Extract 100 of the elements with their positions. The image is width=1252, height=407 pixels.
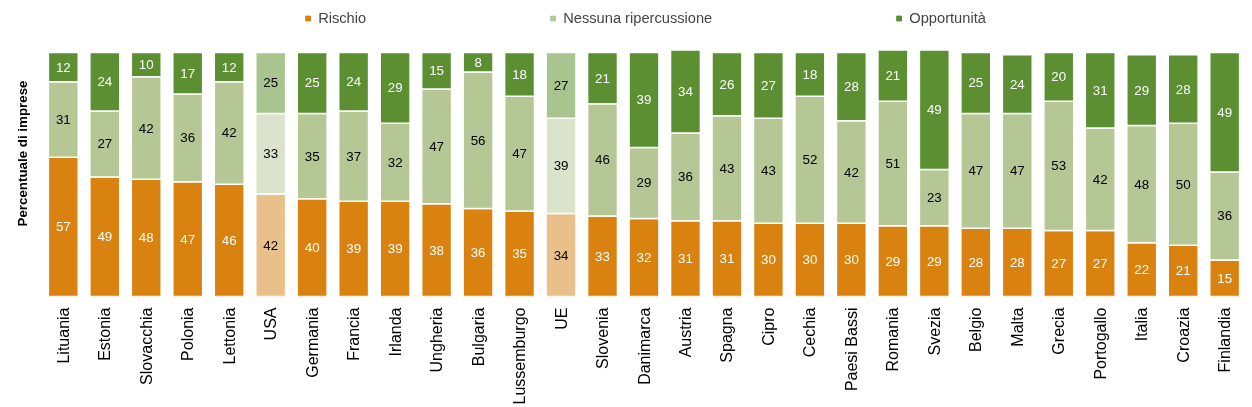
data-label: 20 xyxy=(1051,69,1067,85)
data-label: 12 xyxy=(221,59,237,75)
x-tick-label: USA xyxy=(262,307,280,341)
data-label: 29 xyxy=(1134,82,1150,98)
data-label: 17 xyxy=(180,65,196,81)
data-label: 50 xyxy=(1175,176,1191,192)
data-label: 35 xyxy=(512,246,527,262)
data-label: 27 xyxy=(97,136,113,152)
legend-label: Opportunità xyxy=(909,10,986,26)
data-label: 25 xyxy=(304,75,320,91)
data-label: 33 xyxy=(263,146,279,162)
data-label: 49 xyxy=(97,229,113,245)
x-tick-label: Danimarca xyxy=(635,307,653,385)
x-tick-label: Croazia xyxy=(1174,307,1192,363)
x-tick-label: Francia xyxy=(345,307,363,361)
data-label: 29 xyxy=(885,253,901,269)
data-label: 47 xyxy=(512,146,527,162)
x-tick-label: Lituania xyxy=(54,307,72,364)
data-label: 39 xyxy=(636,92,652,108)
x-tick-label: Slovacchia xyxy=(137,307,155,385)
data-label: 42 xyxy=(1092,171,1108,187)
data-label: 57 xyxy=(55,219,71,235)
data-label: 49 xyxy=(1217,104,1233,120)
data-label: 8 xyxy=(474,54,482,70)
data-label: 42 xyxy=(221,125,237,141)
x-tick-label: Ungheria xyxy=(428,307,446,373)
data-label: 29 xyxy=(387,80,403,96)
data-label: 37 xyxy=(346,148,362,164)
data-label: 34 xyxy=(678,83,694,99)
data-label: 30 xyxy=(843,252,859,268)
data-label: 15 xyxy=(429,63,445,79)
data-label: 42 xyxy=(138,120,154,136)
data-label: 18 xyxy=(512,66,527,82)
data-label: 28 xyxy=(843,79,859,95)
data-label: 47 xyxy=(968,163,984,179)
data-label: 36 xyxy=(180,130,196,146)
data-label: 46 xyxy=(595,152,610,168)
legend-label: Nessuna ripercussione xyxy=(563,10,713,26)
data-label: 27 xyxy=(1092,256,1108,272)
x-tick-label: Cechia xyxy=(801,307,819,358)
x-tick-label: Germania xyxy=(303,307,321,378)
data-label: 43 xyxy=(761,163,776,179)
x-tick-label: Paesi Bassi xyxy=(842,307,860,392)
x-tick-label: Irlanda xyxy=(386,307,404,357)
data-label: 47 xyxy=(180,231,196,247)
data-label: 30 xyxy=(761,252,776,268)
data-label: 49 xyxy=(926,102,942,118)
data-label: 38 xyxy=(429,242,445,258)
data-label: 10 xyxy=(138,57,154,73)
data-label: 24 xyxy=(1009,76,1026,92)
x-tick-label: Estonia xyxy=(96,307,114,361)
data-label: 27 xyxy=(1051,256,1067,272)
data-label: 43 xyxy=(719,160,735,176)
legend-label: Rischio xyxy=(318,10,367,26)
x-tick-label: Bulgaria xyxy=(469,307,487,367)
data-label: 26 xyxy=(719,76,735,92)
data-label: 40 xyxy=(304,240,320,256)
x-tick-label: Malta xyxy=(1008,307,1026,347)
data-label: 23 xyxy=(926,190,942,206)
data-label: 32 xyxy=(387,154,403,170)
data-label: 39 xyxy=(346,241,362,257)
data-label: 36 xyxy=(1217,208,1233,224)
data-label: 35 xyxy=(304,148,320,164)
data-label: 12 xyxy=(55,59,71,75)
data-label: 28 xyxy=(1009,254,1025,270)
data-label: 51 xyxy=(885,155,901,171)
data-label: 21 xyxy=(1175,263,1191,279)
data-label: 28 xyxy=(968,254,984,270)
x-tick-label: Lussemburgo xyxy=(511,307,529,405)
data-label: 47 xyxy=(429,138,445,154)
x-tick-label: Austria xyxy=(676,307,694,358)
data-label: 31 xyxy=(678,251,693,267)
data-label: 39 xyxy=(387,241,403,257)
data-label: 25 xyxy=(263,75,279,91)
x-tick-label: Svezia xyxy=(925,307,943,356)
data-label: 34 xyxy=(553,247,570,263)
data-label: 33 xyxy=(595,248,610,264)
data-label: 25 xyxy=(968,75,984,91)
data-label: 56 xyxy=(470,132,486,148)
data-label: 47 xyxy=(1009,163,1025,179)
x-tick-label: Grecia xyxy=(1050,307,1068,355)
data-label: 24 xyxy=(346,74,362,90)
data-label: 27 xyxy=(553,77,569,93)
data-label: 28 xyxy=(1175,81,1191,97)
data-label: 36 xyxy=(678,169,693,185)
data-label: 30 xyxy=(802,252,818,268)
data-label: 27 xyxy=(761,77,776,93)
x-tick-label: Slovenia xyxy=(594,307,612,369)
data-label: 48 xyxy=(1134,176,1150,192)
data-label: 36 xyxy=(470,245,486,261)
data-label: 39 xyxy=(553,158,569,174)
x-tick-label: Cipro xyxy=(759,307,777,346)
data-label: 42 xyxy=(263,237,279,253)
data-label: 31 xyxy=(55,112,71,128)
x-tick-label: Polonia xyxy=(179,307,197,361)
data-label: 31 xyxy=(719,251,735,267)
data-label: 21 xyxy=(595,70,610,86)
data-label: 29 xyxy=(926,253,942,269)
data-label: 24 xyxy=(97,74,113,90)
data-label: 42 xyxy=(843,164,859,180)
